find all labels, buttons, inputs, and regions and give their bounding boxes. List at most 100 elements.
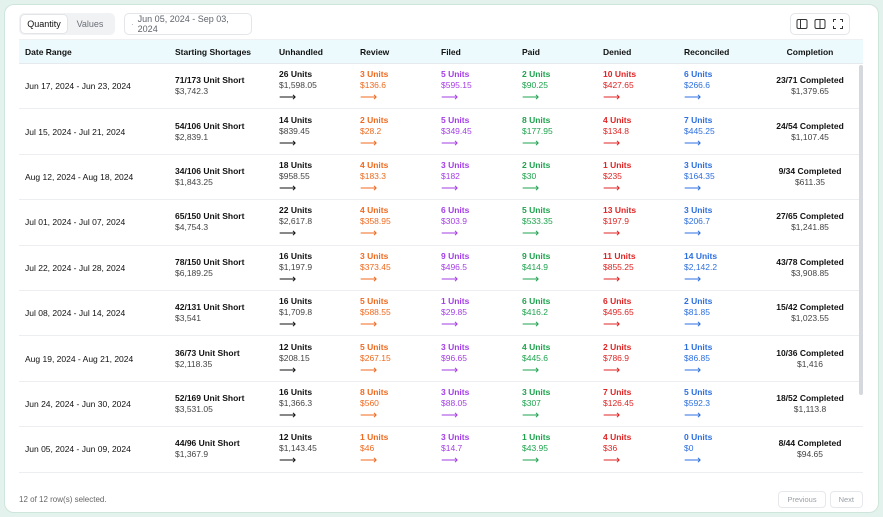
review-cell: 5 Units $267.15 ⟶ <box>360 342 441 376</box>
arrow-right-icon[interactable]: ⟶ <box>279 271 297 286</box>
table-row[interactable]: Aug 19, 2024 - Aug 21, 2024 36/73 Unit S… <box>19 336 863 382</box>
arrow-right-icon[interactable]: ⟶ <box>279 407 297 422</box>
review-value: $136.6 <box>360 80 386 91</box>
arrow-right-icon[interactable]: ⟶ <box>603 271 621 286</box>
table-row[interactable]: Aug 12, 2024 - Aug 18, 2024 34/106 Unit … <box>19 155 863 201</box>
arrow-right-icon[interactable]: ⟶ <box>279 135 297 150</box>
arrow-right-icon[interactable]: ⟶ <box>441 135 459 150</box>
reconciled-cell: 7 Units $445.25 ⟶ <box>684 115 765 149</box>
review-cell: 1 Units $46 ⟶ <box>360 432 441 466</box>
arrow-right-icon[interactable]: ⟶ <box>441 90 459 105</box>
previous-button[interactable]: Previous <box>778 490 826 508</box>
reconciled-value: $0 <box>684 443 694 454</box>
arrow-right-icon[interactable]: ⟶ <box>684 180 702 195</box>
filed-value: $349.45 <box>441 125 472 136</box>
arrow-right-icon[interactable]: ⟶ <box>684 453 702 468</box>
arrow-right-icon[interactable]: ⟶ <box>360 90 378 105</box>
arrow-right-icon[interactable]: ⟶ <box>279 180 297 195</box>
starting-shortage-cell: 65/150 Unit Short $4,754.3 <box>175 211 279 233</box>
arrow-right-icon[interactable]: ⟶ <box>603 90 621 105</box>
arrow-right-icon[interactable]: ⟶ <box>360 271 378 286</box>
arrow-right-icon[interactable]: ⟶ <box>360 226 378 241</box>
header-completion[interactable]: Completion <box>786 46 834 57</box>
arrow-right-icon[interactable]: ⟶ <box>360 453 378 468</box>
arrow-right-icon[interactable]: ⟶ <box>441 453 459 468</box>
arrow-right-icon[interactable]: ⟶ <box>603 407 621 422</box>
view-controls <box>790 13 850 35</box>
starting-shortage-cell: 71/173 Unit Short $3,742.3 <box>175 75 279 97</box>
arrow-right-icon[interactable]: ⟶ <box>684 362 702 377</box>
arrow-right-icon[interactable]: ⟶ <box>684 90 702 105</box>
arrow-right-icon[interactable]: ⟶ <box>522 90 540 105</box>
table-row[interactable]: Jul 15, 2024 - Jul 21, 2024 54/106 Unit … <box>19 109 863 155</box>
arrow-right-icon[interactable]: ⟶ <box>522 226 540 241</box>
arrow-right-icon[interactable]: ⟶ <box>441 226 459 241</box>
arrow-right-icon[interactable]: ⟶ <box>522 362 540 377</box>
arrow-right-icon[interactable]: ⟶ <box>522 317 540 332</box>
arrow-right-icon[interactable]: ⟶ <box>279 453 297 468</box>
arrow-right-icon[interactable]: ⟶ <box>279 90 297 105</box>
arrow-right-icon[interactable]: ⟶ <box>441 407 459 422</box>
sidebar-left-icon[interactable] <box>794 16 810 32</box>
arrow-right-icon[interactable]: ⟶ <box>684 226 702 241</box>
header-reconciled[interactable]: Reconciled <box>684 46 730 57</box>
quantity-toggle-button[interactable]: Quantity <box>21 15 67 33</box>
arrow-right-icon[interactable]: ⟶ <box>360 135 378 150</box>
table-row[interactable]: Jul 22, 2024 - Jul 28, 2024 78/150 Unit … <box>19 246 863 291</box>
arrow-right-icon[interactable]: ⟶ <box>441 271 459 286</box>
vertical-scrollbar[interactable] <box>859 65 863 395</box>
table-row[interactable]: 13 Units 0 Units 7 Units 3 Units 4 Units… <box>19 473 863 489</box>
arrow-right-icon[interactable]: ⟶ <box>603 226 621 241</box>
denied-value: $134.8 <box>603 125 629 136</box>
arrow-right-icon[interactable]: ⟶ <box>441 362 459 377</box>
fullscreen-icon[interactable] <box>830 16 846 32</box>
arrow-right-icon[interactable]: ⟶ <box>522 180 540 195</box>
review-value: $46 <box>360 443 375 454</box>
arrow-right-icon[interactable]: ⟶ <box>279 226 297 241</box>
arrow-right-icon[interactable]: ⟶ <box>279 362 297 377</box>
values-toggle-button[interactable]: Values <box>76 19 104 29</box>
header-review[interactable]: Review <box>360 46 390 57</box>
table-row[interactable]: Jun 24, 2024 - Jun 30, 2024 52/169 Unit … <box>19 382 863 428</box>
split-view-icon[interactable] <box>812 16 828 32</box>
header-starting-shortages[interactable]: Starting Shortages <box>175 46 252 57</box>
completion-count: 8/44 Completed <box>778 438 842 449</box>
arrow-right-icon[interactable]: ⟶ <box>603 317 621 332</box>
header-denied[interactable]: Denied <box>603 46 632 57</box>
denied-cell: 11 Units $855.25 ⟶ <box>603 251 684 285</box>
arrow-right-icon[interactable]: ⟶ <box>522 135 540 150</box>
arrow-right-icon[interactable]: ⟶ <box>684 271 702 286</box>
date-range-cell: Aug 12, 2024 - Aug 18, 2024 <box>25 171 134 182</box>
table-row[interactable]: Jul 01, 2024 - Jul 07, 2024 65/150 Unit … <box>19 200 863 246</box>
arrow-right-icon[interactable]: ⟶ <box>603 180 621 195</box>
denied-cell: 6 Units $495.65 ⟶ <box>603 296 684 330</box>
header-unhandled[interactable]: Unhandled <box>279 46 323 57</box>
table-row[interactable]: Jun 17, 2024 - Jun 23, 2024 71/173 Unit … <box>19 64 863 110</box>
arrow-right-icon[interactable]: ⟶ <box>684 135 702 150</box>
arrow-right-icon[interactable]: ⟶ <box>360 180 378 195</box>
arrow-right-icon[interactable]: ⟶ <box>360 317 378 332</box>
arrow-right-icon[interactable]: ⟶ <box>522 407 540 422</box>
arrow-right-icon[interactable]: ⟶ <box>441 317 459 332</box>
table-row[interactable]: Jul 08, 2024 - Jul 14, 2024 42/131 Unit … <box>19 291 863 337</box>
arrow-right-icon[interactable]: ⟶ <box>522 453 540 468</box>
completion-cell: 10/36 Completed $1,416 <box>765 348 855 370</box>
arrow-right-icon[interactable]: ⟶ <box>360 362 378 377</box>
arrow-right-icon[interactable]: ⟶ <box>603 453 621 468</box>
arrow-right-icon[interactable]: ⟶ <box>522 271 540 286</box>
date-range-cell: Jun 24, 2024 - Jun 30, 2024 <box>25 398 131 409</box>
header-date-range[interactable]: Date Range <box>25 46 72 57</box>
arrow-right-icon[interactable]: ⟶ <box>684 317 702 332</box>
arrow-right-icon[interactable]: ⟶ <box>279 317 297 332</box>
arrow-right-icon[interactable]: ⟶ <box>603 135 621 150</box>
header-paid[interactable]: Paid <box>522 46 540 57</box>
next-button[interactable]: Next <box>829 490 863 508</box>
arrow-right-icon[interactable]: ⟶ <box>441 180 459 195</box>
table-row[interactable]: Jun 05, 2024 - Jun 09, 2024 44/96 Unit S… <box>19 427 863 473</box>
arrow-right-icon[interactable]: ⟶ <box>603 362 621 377</box>
shortage-units: 34/106 Unit Short <box>175 165 245 176</box>
header-filed[interactable]: Filed <box>441 46 461 57</box>
arrow-right-icon[interactable]: ⟶ <box>360 407 378 422</box>
date-range-picker[interactable]: · Jun 05, 2024 - Sep 03, 2024 <box>124 13 252 35</box>
arrow-right-icon[interactable]: ⟶ <box>684 407 702 422</box>
